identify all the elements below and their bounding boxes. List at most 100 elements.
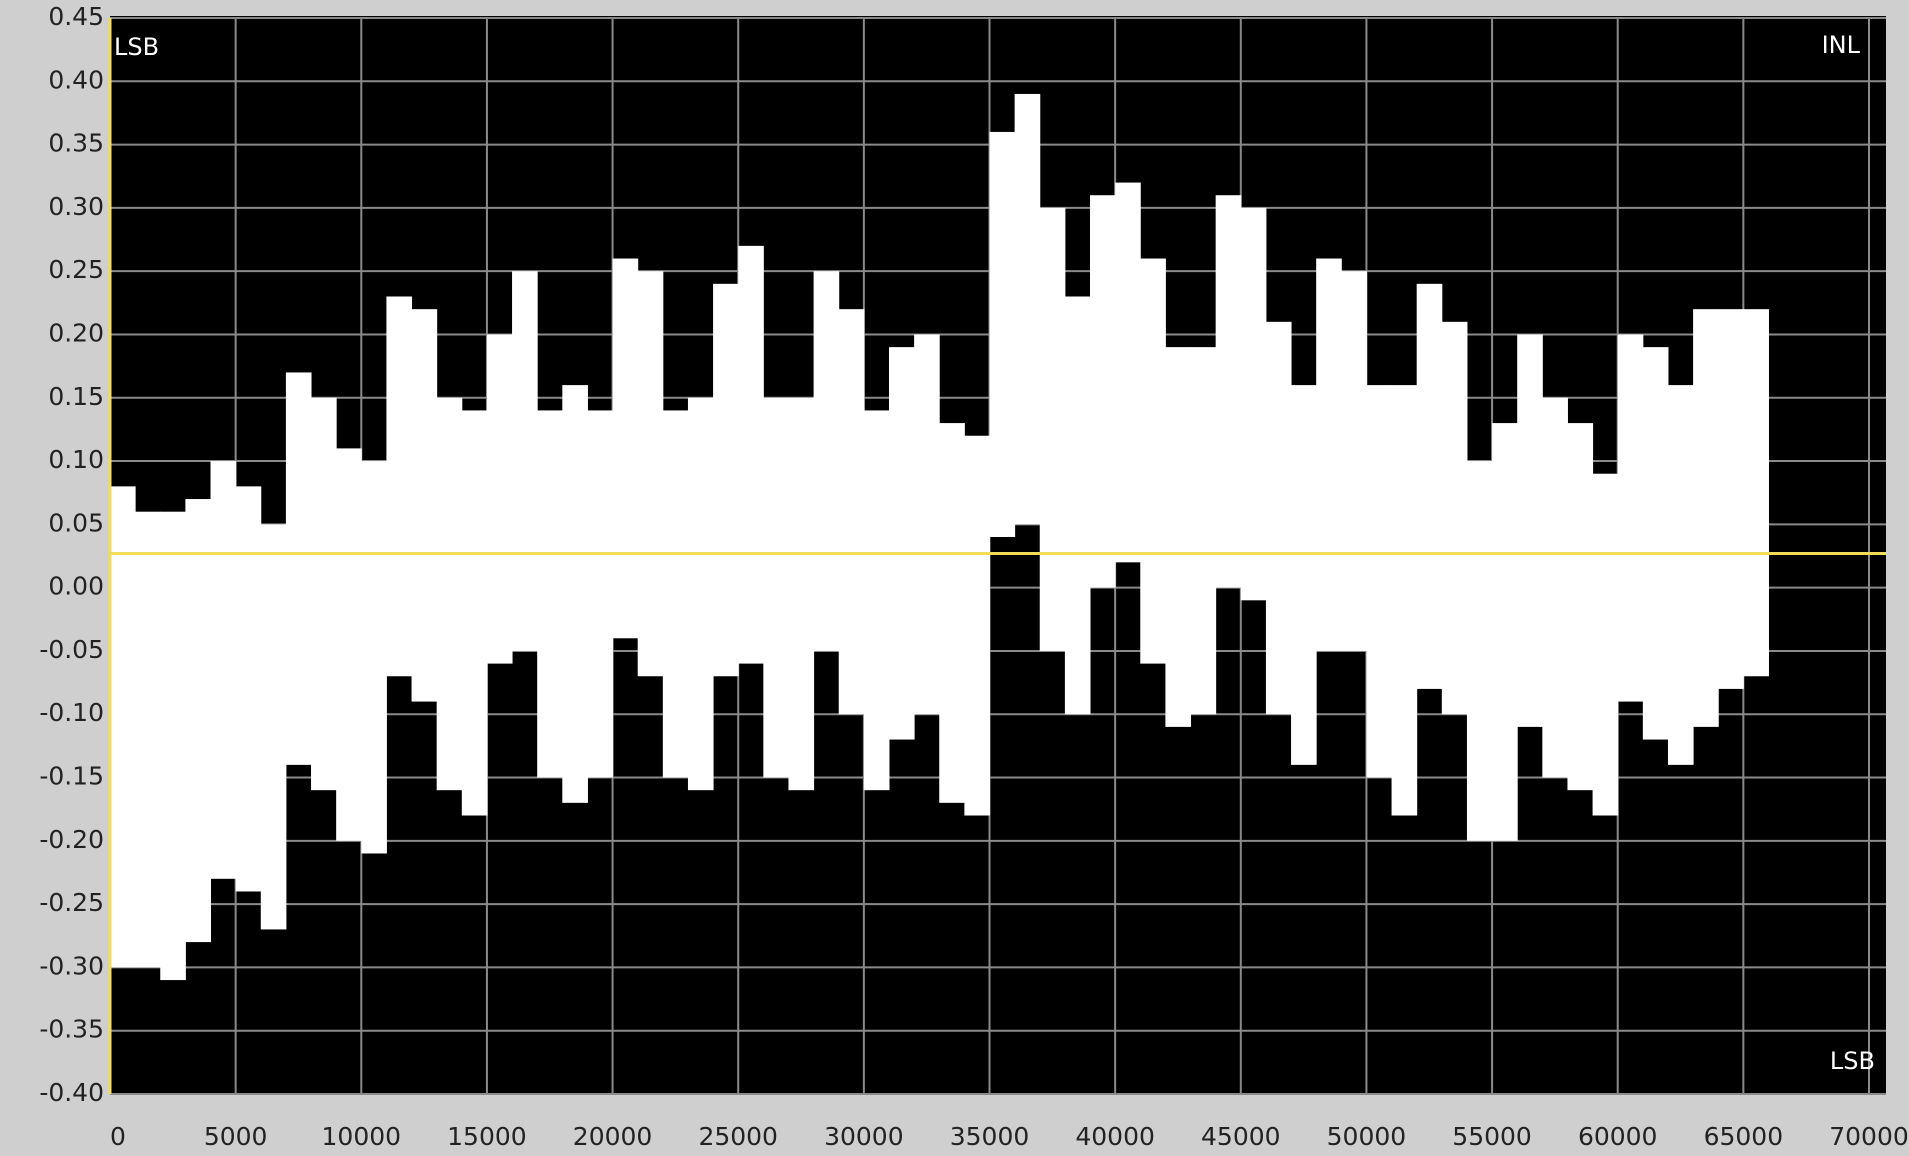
inl-range <box>512 271 538 651</box>
inl-range <box>713 283 739 677</box>
inl-range <box>285 372 312 765</box>
y-tick-label: -0.15 <box>39 762 104 791</box>
y-tick-label: 0.40 <box>48 65 104 94</box>
x-tick-label: 30000 <box>824 1122 904 1151</box>
y-tick-label: -0.30 <box>39 951 104 980</box>
inl-range <box>788 397 815 791</box>
inl-range <box>1667 385 1694 765</box>
inl-range <box>436 397 463 791</box>
y-tick-label: 0.15 <box>48 382 104 411</box>
inl-range <box>989 131 1016 538</box>
inl-range <box>1039 207 1066 651</box>
unit-label: LSB <box>114 33 159 61</box>
x-tick-label: 65000 <box>1704 1122 1784 1151</box>
inl-range <box>1441 321 1468 715</box>
inl-range <box>1265 321 1292 715</box>
inl-range <box>687 397 714 791</box>
y-tick-label: -0.40 <box>39 1078 104 1107</box>
y-tick-label: 0.30 <box>48 192 104 221</box>
x-tick-label: 60000 <box>1578 1122 1658 1151</box>
inl-range <box>964 435 990 816</box>
inl-range <box>1165 347 1192 727</box>
inl-range <box>1240 207 1267 601</box>
x-tick-label: 0 <box>110 1122 126 1151</box>
inl-range <box>160 511 186 981</box>
inl-range <box>1316 258 1342 651</box>
inl-range <box>1466 461 1493 841</box>
inl-range <box>813 271 840 651</box>
inl-range <box>386 296 413 677</box>
inl-range <box>637 271 664 677</box>
inl-range <box>210 461 237 879</box>
inl-range <box>1542 397 1568 778</box>
inl-range <box>1743 309 1769 677</box>
inl-range <box>662 410 689 778</box>
inl-range <box>1291 385 1317 765</box>
inl-range <box>863 410 890 791</box>
y-tick-label: 0.25 <box>48 255 104 284</box>
y-tick-label: 0.35 <box>48 129 104 158</box>
y-tick-label: -0.10 <box>39 698 104 727</box>
inl-range <box>1517 334 1543 727</box>
inl-range <box>1190 347 1217 715</box>
inl-range <box>1090 195 1116 588</box>
x-tick-label: 40000 <box>1075 1122 1155 1151</box>
inl-range <box>461 410 488 816</box>
inl-range <box>1215 195 1242 588</box>
inl-range <box>1718 309 1744 689</box>
y-tick-label: 0.00 <box>48 572 104 601</box>
inl-range <box>1592 473 1619 816</box>
x-tick-label: 50000 <box>1327 1122 1407 1151</box>
inl-range <box>562 385 588 803</box>
inl-range <box>1140 258 1166 664</box>
inl-range <box>763 397 789 778</box>
inl-range <box>1341 271 1367 651</box>
inl-range <box>612 258 639 639</box>
y-tick-label: 0.10 <box>48 445 104 474</box>
inl-range <box>1693 309 1719 727</box>
inl-range <box>537 410 563 778</box>
x-tick-label: 55000 <box>1452 1122 1532 1151</box>
inl-range <box>336 448 362 841</box>
unit-label: LSB <box>1830 1047 1875 1075</box>
inl-range <box>1014 93 1041 525</box>
inl-range <box>838 309 865 715</box>
inl-range <box>1617 334 1644 702</box>
x-tick-label: 20000 <box>573 1122 653 1151</box>
x-tick-label: 5000 <box>204 1122 268 1151</box>
inl-range <box>110 486 136 968</box>
inl-range <box>486 334 513 664</box>
inl-range <box>1115 182 1141 563</box>
y-tick-label: -0.20 <box>39 825 104 854</box>
inl-range <box>1416 283 1443 689</box>
inl-range <box>311 397 337 791</box>
y-tick-label: -0.25 <box>39 888 104 917</box>
chart-label: INL <box>1822 31 1861 59</box>
inl-range <box>361 461 387 854</box>
y-tick-label: 0.45 <box>48 2 104 31</box>
inl-range <box>587 410 614 778</box>
inl-range <box>1391 385 1418 816</box>
x-tick-label: 35000 <box>950 1122 1030 1151</box>
y-tick-label: 0.20 <box>48 318 104 347</box>
inl-range <box>1366 385 1393 778</box>
x-tick-label: 15000 <box>447 1122 527 1151</box>
x-tick-label: 25000 <box>698 1122 778 1151</box>
inl-range <box>1642 347 1669 740</box>
inl-range <box>1492 423 1518 841</box>
inl-range <box>185 499 212 943</box>
y-tick-label: -0.05 <box>39 635 104 664</box>
inl-range <box>914 334 940 715</box>
inl-range <box>738 245 764 664</box>
inl-range <box>939 423 965 803</box>
inl-range <box>1567 423 1594 791</box>
y-tick-label: 0.05 <box>48 508 104 537</box>
inl-range <box>135 511 161 968</box>
inl-range <box>888 347 915 740</box>
y-tick-label: -0.35 <box>39 1015 104 1044</box>
inl-range <box>1064 296 1091 715</box>
x-tick-label: 45000 <box>1201 1122 1281 1151</box>
inl-range <box>411 309 438 702</box>
inl-range <box>235 486 262 892</box>
